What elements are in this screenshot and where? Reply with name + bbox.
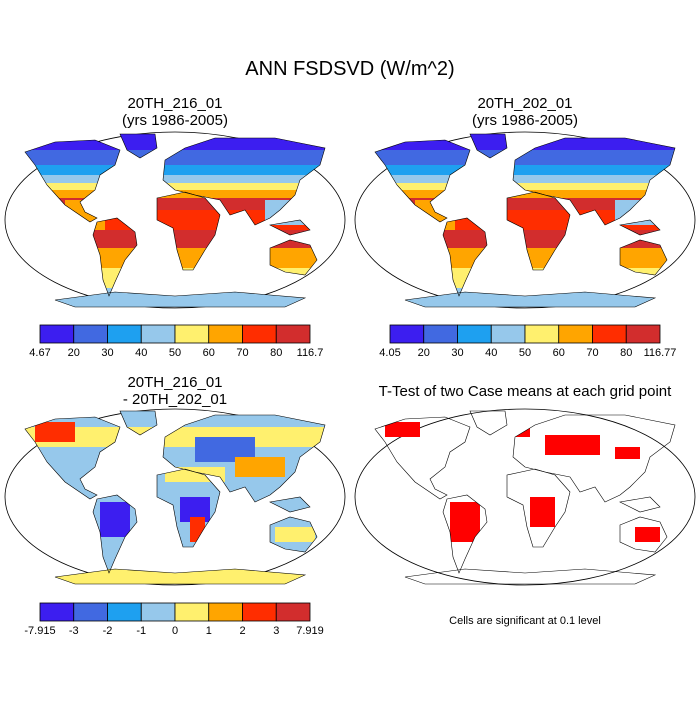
colorbar-label: 2 — [239, 625, 245, 637]
colorbar-label: -3 — [69, 625, 79, 637]
colorbar-label: 20 — [68, 347, 80, 359]
map — [354, 408, 696, 586]
colorbar-box — [242, 602, 277, 622]
colorbar-box — [107, 324, 142, 344]
map — [4, 408, 346, 586]
colorbar-label: -1 — [136, 625, 146, 637]
colorbar-box — [107, 602, 142, 622]
colorbar-label: 40 — [135, 347, 147, 359]
colorbar-label: 7.919 — [296, 625, 324, 637]
colorbar-box — [558, 324, 593, 344]
colorbar-box — [457, 324, 492, 344]
colorbar-label: 70 — [586, 347, 598, 359]
colorbar-box — [592, 324, 627, 344]
colorbar-label: 50 — [519, 347, 531, 359]
colorbar-box — [242, 324, 277, 344]
colorbar-box — [275, 602, 311, 622]
colorbar-box — [208, 324, 243, 344]
colorbar-box — [275, 324, 311, 344]
colorbar-box — [174, 324, 210, 344]
note: Cells are significant at 0.1 level — [449, 615, 601, 627]
colorbar-label: 40 — [485, 347, 497, 359]
colorbar-box — [174, 602, 210, 622]
colorbar-label: 50 — [169, 347, 181, 359]
colorbar-label: -7.915 — [24, 625, 55, 637]
colorbar-label: 30 — [451, 347, 463, 359]
colorbar-label: 1 — [206, 625, 212, 637]
colorbar-box — [140, 602, 176, 622]
map — [4, 131, 346, 309]
colorbar-box — [73, 602, 108, 622]
colorbar-box — [389, 324, 425, 344]
colorbar-box — [423, 324, 458, 344]
colorbar-label: 116.7 — [297, 347, 324, 359]
colorbar-box — [524, 324, 560, 344]
colorbar-box — [39, 602, 75, 622]
panel-title: 20TH_216_01 — [127, 374, 222, 391]
panel-subtitle: (yrs 1986-2005) — [472, 112, 578, 129]
panel-subtitle: (yrs 1986-2005) — [122, 112, 228, 129]
colorbar-label: 4.67 — [29, 347, 50, 359]
map — [354, 131, 696, 309]
colorbar-label: 4.05 — [379, 347, 400, 359]
colorbar-label: 60 — [203, 347, 215, 359]
colorbar-label: 60 — [553, 347, 565, 359]
colorbar-label: 20 — [418, 347, 430, 359]
colorbar-box — [140, 324, 176, 344]
panel-title: 20TH_202_01 — [477, 95, 572, 112]
figure-title: ANN FSDSVD (W/m^2) — [245, 58, 454, 80]
colorbar-label: -2 — [103, 625, 113, 637]
colorbar-label: 3 — [273, 625, 279, 637]
colorbar-label: 0 — [172, 625, 178, 637]
colorbar-label: 80 — [620, 347, 632, 359]
panel-title: 20TH_216_01 — [127, 95, 222, 112]
colorbar-box — [73, 324, 108, 344]
colorbar-label: 116.77 — [644, 347, 677, 359]
panel-subtitle: - 20TH_202_01 — [123, 391, 227, 408]
colorbar-label: 30 — [101, 347, 113, 359]
colorbar-box — [625, 324, 661, 344]
colorbar-label: 70 — [236, 347, 248, 359]
colorbar-box — [208, 602, 243, 622]
colorbar-box — [490, 324, 526, 344]
colorbar-box — [39, 324, 75, 344]
panel-title: T-Test of two Case means at each grid po… — [379, 383, 672, 400]
colorbar-label: 80 — [270, 347, 282, 359]
